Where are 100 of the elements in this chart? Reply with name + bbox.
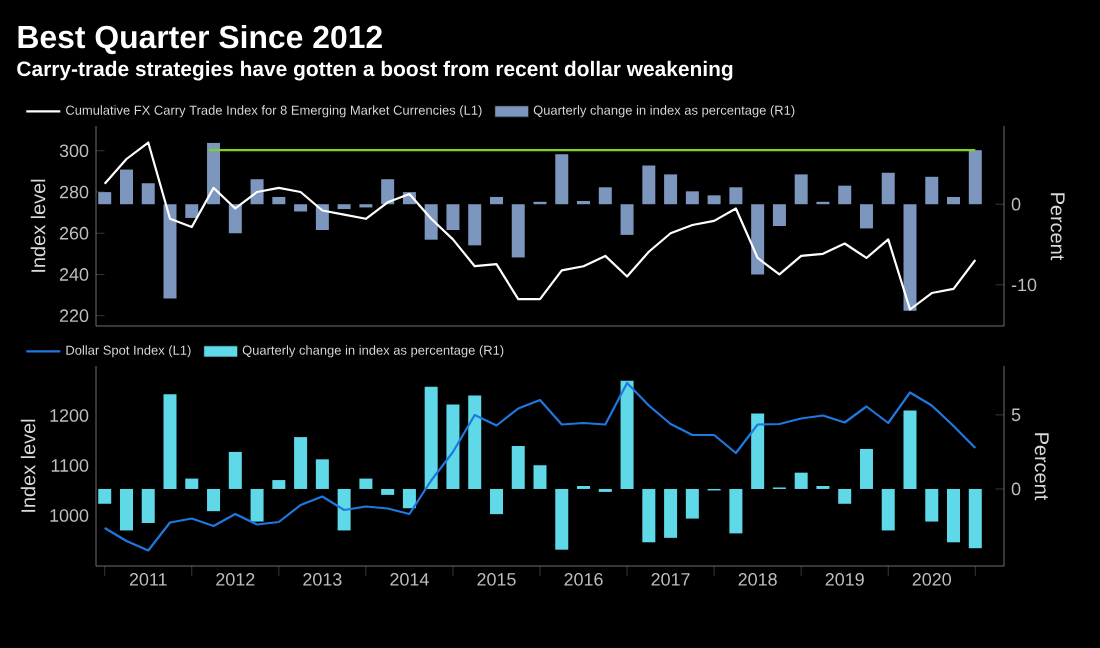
bar [141, 183, 155, 205]
bar [685, 191, 699, 205]
y-tick-label: 240 [59, 268, 89, 281]
x-tick-label: 2017 [651, 573, 690, 586]
bar [947, 196, 961, 205]
y2-tick-label: -10 [1011, 278, 1037, 292]
bar [881, 488, 895, 531]
bar [838, 488, 852, 504]
bar [315, 204, 329, 231]
y-tick-label: 1000 [50, 509, 89, 522]
bar [642, 165, 656, 205]
y2-tick-label: 0 [1011, 482, 1021, 496]
bar [751, 204, 765, 275]
y2-axis-title: Percent [1050, 193, 1065, 261]
bar [903, 204, 917, 311]
y-tick-label: 260 [59, 226, 89, 240]
bar [620, 204, 634, 235]
bar [119, 488, 133, 531]
chart-subtitle: Carry-trade strategies have gotten a boost from recent dollar weakening [17, 60, 733, 81]
bar [294, 437, 308, 489]
y-tick-label: 220 [59, 309, 89, 323]
bar [968, 150, 982, 205]
bar [359, 478, 373, 489]
bar [772, 204, 786, 226]
bar [337, 204, 351, 210]
y-axis-title: Index level [20, 419, 36, 512]
bar [250, 179, 264, 205]
bar [685, 488, 699, 519]
y2-tick-label: 0 [1011, 197, 1021, 211]
x-tick-label: 2020 [912, 573, 952, 586]
bar [207, 488, 221, 512]
bar [859, 204, 873, 229]
bar [620, 380, 634, 489]
bar [533, 465, 547, 489]
y2-axis-title: Percent [1034, 433, 1049, 501]
bar [402, 488, 416, 509]
bar [707, 195, 721, 205]
bar [468, 204, 482, 246]
x-tick-label: 2011 [129, 573, 167, 586]
x-tick-label: 2016 [564, 573, 603, 586]
bar [98, 192, 112, 205]
bar [207, 142, 221, 205]
bar [98, 488, 112, 504]
x-tick-label: 2012 [216, 573, 255, 586]
y-tick-label: 1200 [50, 409, 89, 422]
bar [185, 204, 199, 218]
y-tick-label: 280 [59, 185, 89, 199]
bar [446, 204, 460, 231]
bar [794, 174, 808, 205]
bar [141, 488, 155, 524]
y-tick-label: 1100 [51, 459, 89, 472]
bar [729, 187, 743, 205]
x-tick-label: 2019 [825, 573, 864, 586]
bar [250, 488, 264, 522]
bar [642, 488, 656, 543]
bar [968, 488, 982, 549]
bar [729, 488, 743, 534]
bar [794, 472, 808, 489]
bar [881, 172, 895, 205]
bar [947, 488, 961, 543]
bar [664, 488, 678, 538]
bar [489, 196, 503, 205]
bar [381, 179, 395, 205]
bar [381, 488, 395, 495]
bar [185, 478, 199, 489]
bar [446, 404, 460, 489]
x-tick-label: 2013 [303, 573, 342, 586]
bar [838, 185, 852, 205]
bar [598, 187, 612, 205]
y-axis-title: Index level [30, 179, 46, 272]
bar [859, 448, 873, 489]
bar [511, 204, 525, 258]
chart-title: Best Quarter Since 2012 [18, 24, 382, 55]
bar [337, 488, 351, 531]
bar [119, 169, 133, 205]
line-series [103, 381, 977, 552]
bar [272, 480, 286, 489]
y2-tick-label: 5 [1011, 408, 1021, 422]
bar [925, 488, 939, 522]
bar [294, 204, 308, 212]
bar [555, 488, 569, 550]
bar [424, 204, 438, 240]
bar [511, 445, 525, 489]
bar [163, 204, 177, 299]
bar [228, 451, 242, 489]
bar [925, 176, 939, 205]
bar [489, 488, 503, 515]
bar [163, 394, 177, 489]
bar [468, 395, 482, 489]
bar [315, 459, 329, 489]
bar [228, 204, 242, 234]
bar [424, 386, 438, 489]
line-series [103, 141, 977, 311]
x-tick-label: 2015 [477, 573, 516, 586]
x-tick-label: 2014 [390, 573, 429, 586]
x-tick-label: 2018 [738, 573, 777, 586]
bar [903, 410, 917, 489]
bar [664, 174, 678, 205]
bar [272, 196, 286, 205]
y-tick-label: 300 [59, 144, 89, 158]
